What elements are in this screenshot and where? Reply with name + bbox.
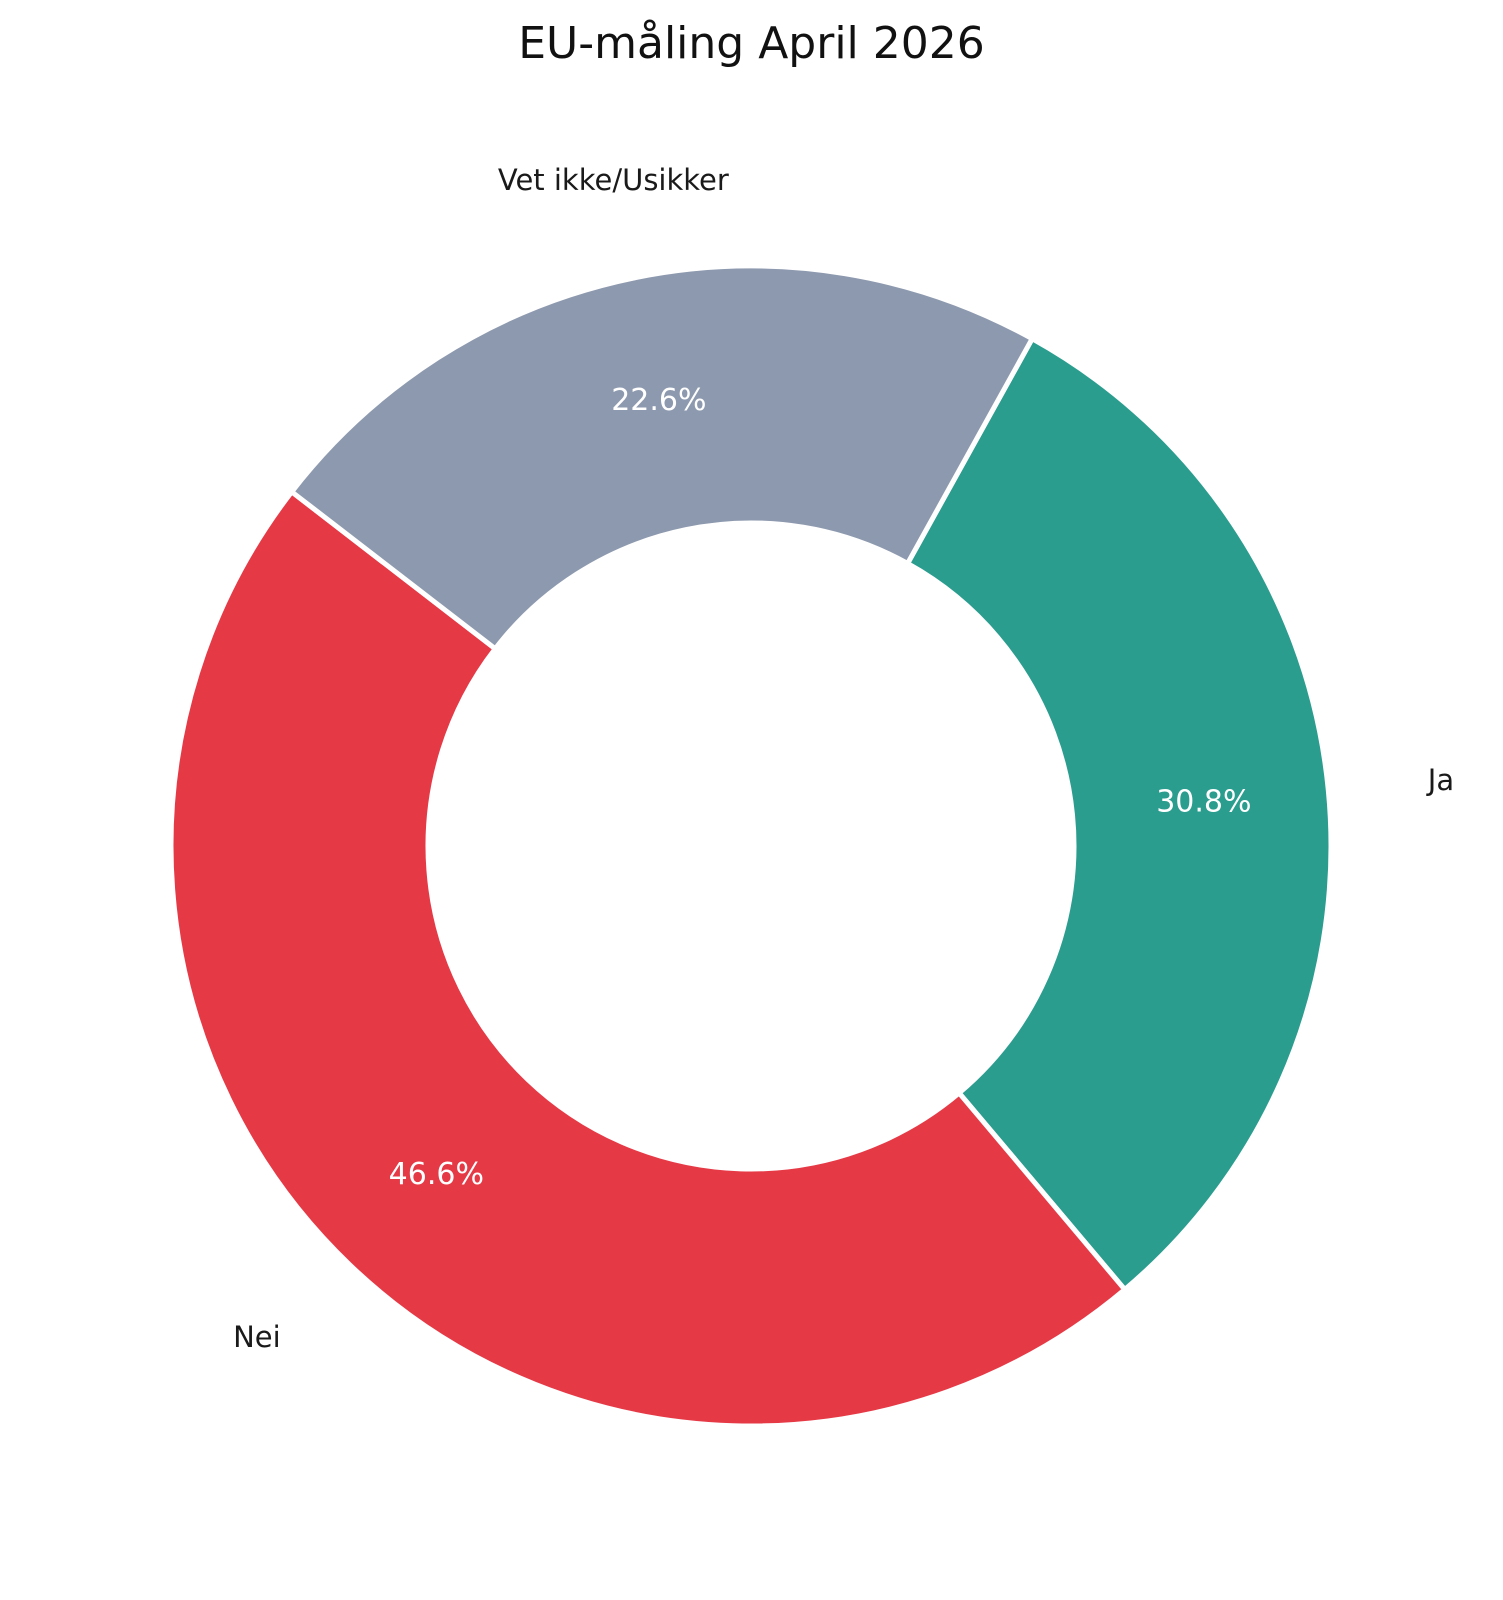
- donut-slice-nei: [168, 488, 1129, 1429]
- category-label: Nei: [233, 1320, 281, 1354]
- percent-label: 22.6%: [611, 383, 706, 418]
- donut-labels: 30.8% Ja 46.6% Nei 22.6% Vet ikke/Usikker: [233, 163, 1454, 1354]
- donut-slice-vet-ikke-usikker: [288, 263, 1036, 653]
- percent-label: 46.6%: [389, 1157, 484, 1192]
- donut-slice-ja: [904, 335, 1334, 1294]
- percent-label: 30.8%: [1156, 784, 1251, 819]
- category-label: Vet ikke/Usikker: [498, 163, 729, 197]
- category-label: Ja: [1426, 763, 1454, 797]
- donut-slices: [168, 263, 1334, 1429]
- chart-title: EU-måling April 2026: [518, 18, 985, 69]
